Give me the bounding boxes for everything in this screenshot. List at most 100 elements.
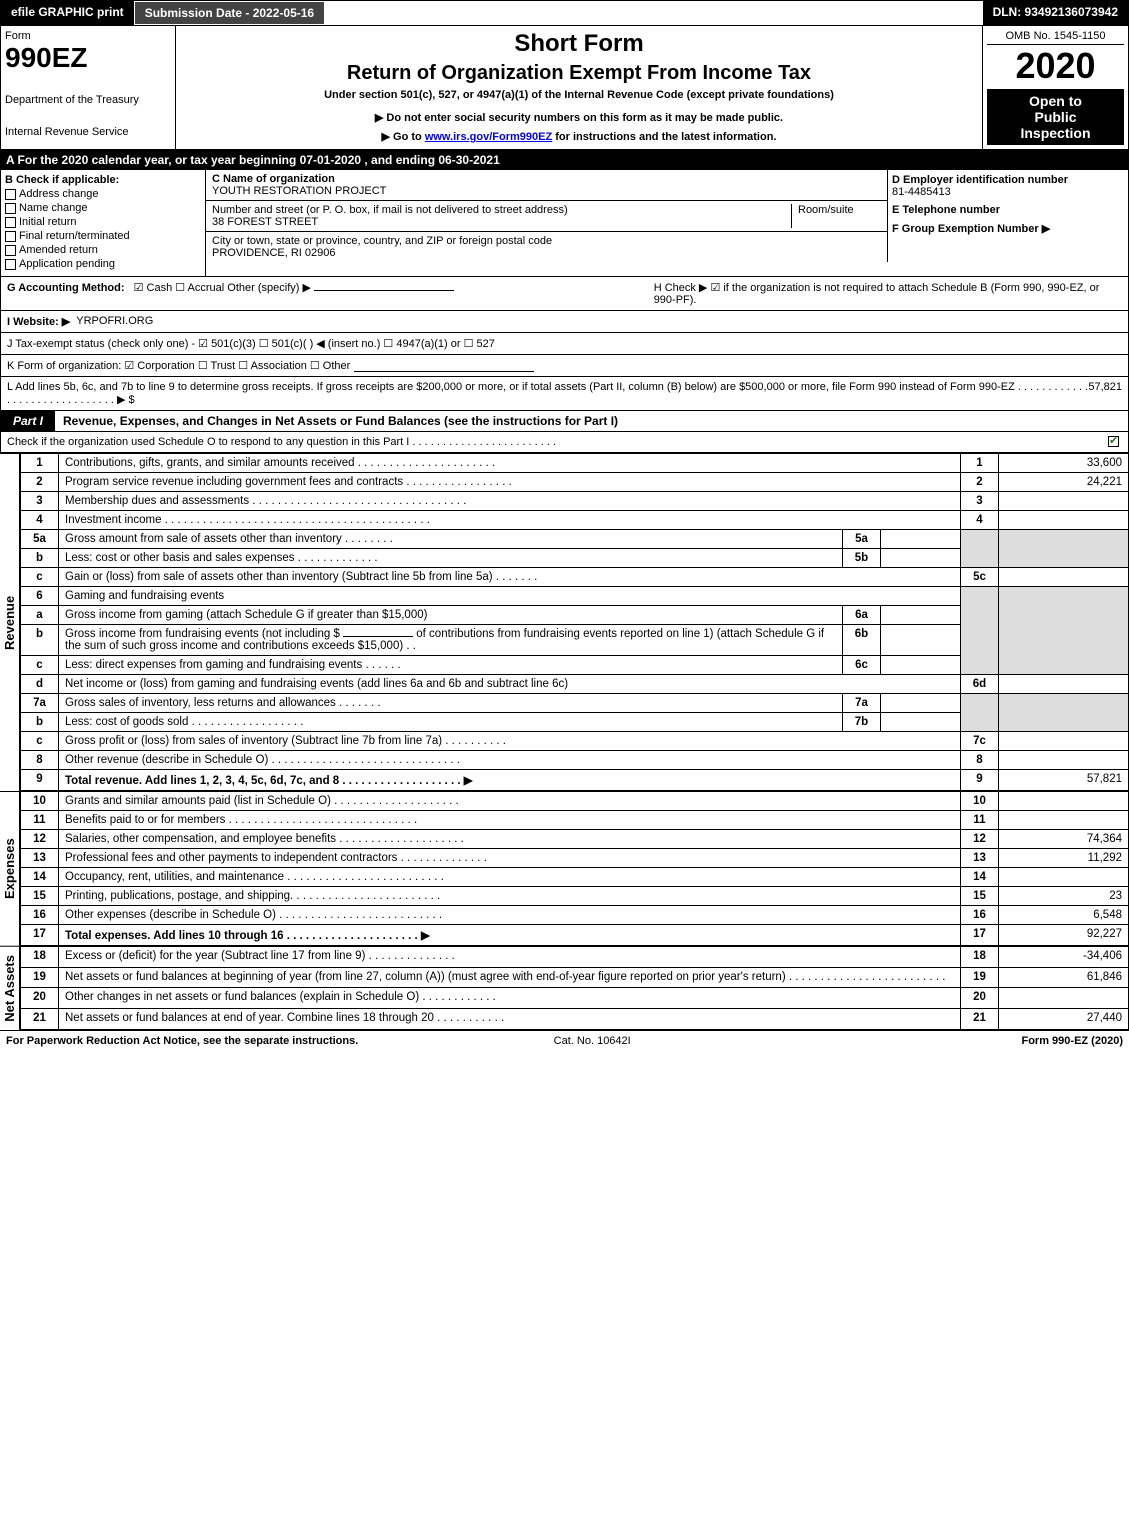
efile-print[interactable]: efile GRAPHIC print: [1, 1, 134, 25]
row-l: L Add lines 5b, 6c, and 7b to line 9 to …: [0, 377, 1129, 411]
tax-exempt-status: J Tax-exempt status (check only one) - ☑…: [7, 337, 495, 350]
group-exemption-section: F Group Exemption Number ▶: [892, 222, 1124, 235]
line-6d: dNet income or (loss) from gaming and fu…: [21, 675, 1129, 694]
part1-subhead: Check if the organization used Schedule …: [0, 432, 1129, 453]
line-1: 1Contributions, gifts, grants, and simil…: [21, 454, 1129, 473]
form-title-box: Short Form Return of Organization Exempt…: [176, 26, 983, 149]
part1-tab: Part I: [1, 411, 55, 431]
page-footer: For Paperwork Reduction Act Notice, see …: [0, 1030, 1129, 1051]
line-2: 2Program service revenue including gover…: [21, 473, 1129, 492]
line-18: 18Excess or (deficit) for the year (Subt…: [21, 947, 1129, 968]
line-11: 11Benefits paid to or for members . . . …: [21, 811, 1129, 830]
revenue-table: 1Contributions, gifts, grants, and simil…: [20, 453, 1129, 791]
gross-receipts-amount: 57,821: [1088, 381, 1122, 406]
submission-date: Submission Date - 2022-05-16: [134, 1, 325, 25]
website: YRPOFRI.ORG: [76, 315, 153, 328]
box-g: G Accounting Method: ☑ Cash ☐ Accrual Ot…: [7, 281, 654, 306]
line-7c: cGross profit or (loss) from sales of in…: [21, 732, 1129, 751]
instructions-link-line: ▶ Go to www.irs.gov/Form990EZ for instru…: [184, 130, 974, 143]
line-15: 15Printing, publications, postage, and s…: [21, 887, 1129, 906]
box-c: C Name of organization YOUTH RESTORATION…: [206, 170, 888, 276]
chk-name-change[interactable]: Name change: [5, 202, 201, 214]
ein-label: D Employer identification number: [892, 174, 1068, 186]
form-id-box: Form 990EZ Department of the Treasury In…: [1, 26, 176, 149]
org-name-cell: C Name of organization YOUTH RESTORATION…: [206, 170, 888, 201]
addr: 38 FOREST STREET: [212, 216, 318, 228]
line-6: 6Gaming and fundraising events: [21, 587, 1129, 606]
website-label: I Website: ▶: [7, 315, 70, 328]
form-of-org: K Form of organization: ☑ Corporation ☐ …: [7, 359, 350, 372]
year-box: OMB No. 1545-1150 2020 Open to Public In…: [983, 26, 1128, 149]
line-13: 13Professional fees and other payments t…: [21, 849, 1129, 868]
instructions-link[interactable]: www.irs.gov/Form990EZ: [425, 131, 552, 143]
box-right: D Employer identification number 81-4485…: [888, 170, 1128, 276]
form-label: Form: [5, 30, 171, 42]
expenses-table: 10Grants and similar amounts paid (list …: [20, 791, 1129, 946]
group-exemption-label: F Group Exemption Number ▶: [892, 223, 1050, 235]
info-grid: B Check if applicable: Address change Na…: [0, 170, 1129, 277]
chk-application-pending[interactable]: Application pending: [5, 258, 201, 270]
line-3: 3Membership dues and assessments . . . .…: [21, 492, 1129, 511]
g-label: G Accounting Method:: [7, 282, 125, 294]
chk-initial-return[interactable]: Initial return: [5, 216, 201, 228]
row-g-h: G Accounting Method: ☑ Cash ☐ Accrual Ot…: [0, 277, 1129, 311]
line-4: 4Investment income . . . . . . . . . . .…: [21, 511, 1129, 530]
form-ref: Form 990-EZ (2020): [1021, 1035, 1123, 1047]
box-b-head: B Check if applicable:: [5, 174, 201, 186]
box-b: B Check if applicable: Address change Na…: [1, 170, 206, 276]
line-12: 12Salaries, other compensation, and empl…: [21, 830, 1129, 849]
org-city-cell: City or town, state or province, country…: [206, 232, 888, 262]
line-14: 14Occupancy, rent, utilities, and mainte…: [21, 868, 1129, 887]
line-20: 20Other changes in net assets or fund ba…: [21, 988, 1129, 1009]
revenue-label: Revenue: [0, 453, 20, 791]
department-line2: Internal Revenue Service: [5, 126, 171, 138]
line-21: 21Net assets or fund balances at end of …: [21, 1009, 1129, 1030]
line-7a: 7aGross sales of inventory, less returns…: [21, 694, 1129, 713]
short-form-title: Short Form: [184, 30, 974, 58]
line-10: 10Grants and similar amounts paid (list …: [21, 792, 1129, 811]
part1-title: Revenue, Expenses, and Changes in Net As…: [55, 411, 626, 431]
org-name-label: C Name of organization: [212, 173, 335, 185]
row-j: J Tax-exempt status (check only one) - ☑…: [0, 333, 1129, 355]
row-i: I Website: ▶ YRPOFRI.ORG: [0, 311, 1129, 333]
netassets-section: Net Assets 18Excess or (deficit) for the…: [0, 946, 1129, 1030]
paperwork-notice: For Paperwork Reduction Act Notice, see …: [6, 1035, 358, 1047]
department-line1: Department of the Treasury: [5, 94, 171, 106]
tax-year: 2020: [987, 45, 1124, 87]
chk-final-return[interactable]: Final return/terminated: [5, 230, 201, 242]
chk-amended-return[interactable]: Amended return: [5, 244, 201, 256]
main-title: Return of Organization Exempt From Incom…: [184, 62, 974, 85]
note2-pre: ▶ Go to: [382, 131, 425, 143]
topbar: efile GRAPHIC print Submission Date - 20…: [0, 0, 1129, 26]
subtitle: Under section 501(c), 527, or 4947(a)(1)…: [184, 89, 974, 101]
line-5a: 5aGross amount from sale of assets other…: [21, 530, 1129, 549]
addr-label: Number and street (or P. O. box, if mail…: [212, 204, 568, 216]
omb-number: OMB No. 1545-1150: [987, 30, 1124, 45]
netassets-label: Net Assets: [0, 946, 20, 1030]
ein: 81-4485413: [892, 186, 951, 198]
expenses-section: Expenses 10Grants and similar amounts pa…: [0, 791, 1129, 946]
open-line3: Inspection: [991, 125, 1120, 141]
tax-year-bar: A For the 2020 calendar year, or tax yea…: [0, 150, 1129, 170]
open-line1: Open to: [991, 93, 1120, 109]
gross-receipts-text: L Add lines 5b, 6c, and 7b to line 9 to …: [7, 381, 1088, 406]
box-h: H Check ▶ ☑ if the organization is not r…: [654, 281, 1122, 306]
part1-header: Part I Revenue, Expenses, and Changes in…: [0, 411, 1129, 432]
phone-label: E Telephone number: [892, 204, 1000, 216]
line-16: 16Other expenses (describe in Schedule O…: [21, 906, 1129, 925]
g-options: ☑ Cash ☐ Accrual Other (specify) ▶: [134, 282, 311, 294]
note2-post: for instructions and the latest informat…: [552, 131, 776, 143]
expenses-label: Expenses: [0, 791, 20, 946]
line-17: 17Total expenses. Add lines 10 through 1…: [21, 925, 1129, 946]
line-19: 19Net assets or fund balances at beginni…: [21, 967, 1129, 988]
cat-no: Cat. No. 10642I: [554, 1035, 631, 1047]
open-to-public: Open to Public Inspection: [987, 89, 1124, 145]
form-header: Form 990EZ Department of the Treasury In…: [0, 26, 1129, 150]
part1-schedule-o: Check if the organization used Schedule …: [7, 436, 1108, 448]
city: PROVIDENCE, RI 02906: [212, 247, 336, 259]
org-name: YOUTH RESTORATION PROJECT: [212, 185, 386, 197]
chk-address-change[interactable]: Address change: [5, 188, 201, 200]
form-number: 990EZ: [5, 42, 171, 74]
room-suite-label: Room/suite: [791, 204, 881, 228]
schedule-o-checkbox[interactable]: [1108, 436, 1119, 447]
